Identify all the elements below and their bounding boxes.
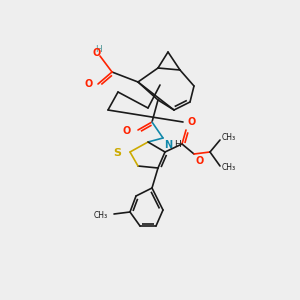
Text: CH₃: CH₃ [94, 211, 108, 220]
Text: S: S [113, 148, 121, 158]
Text: H: H [174, 140, 181, 149]
Text: O: O [187, 117, 195, 127]
Text: O: O [196, 156, 204, 166]
Text: CH₃: CH₃ [222, 164, 236, 172]
Text: H: H [94, 45, 101, 54]
Text: CH₃: CH₃ [222, 134, 236, 142]
Text: N: N [164, 140, 172, 150]
Text: O: O [85, 79, 93, 89]
Text: O: O [93, 48, 101, 58]
Text: O: O [123, 126, 131, 136]
